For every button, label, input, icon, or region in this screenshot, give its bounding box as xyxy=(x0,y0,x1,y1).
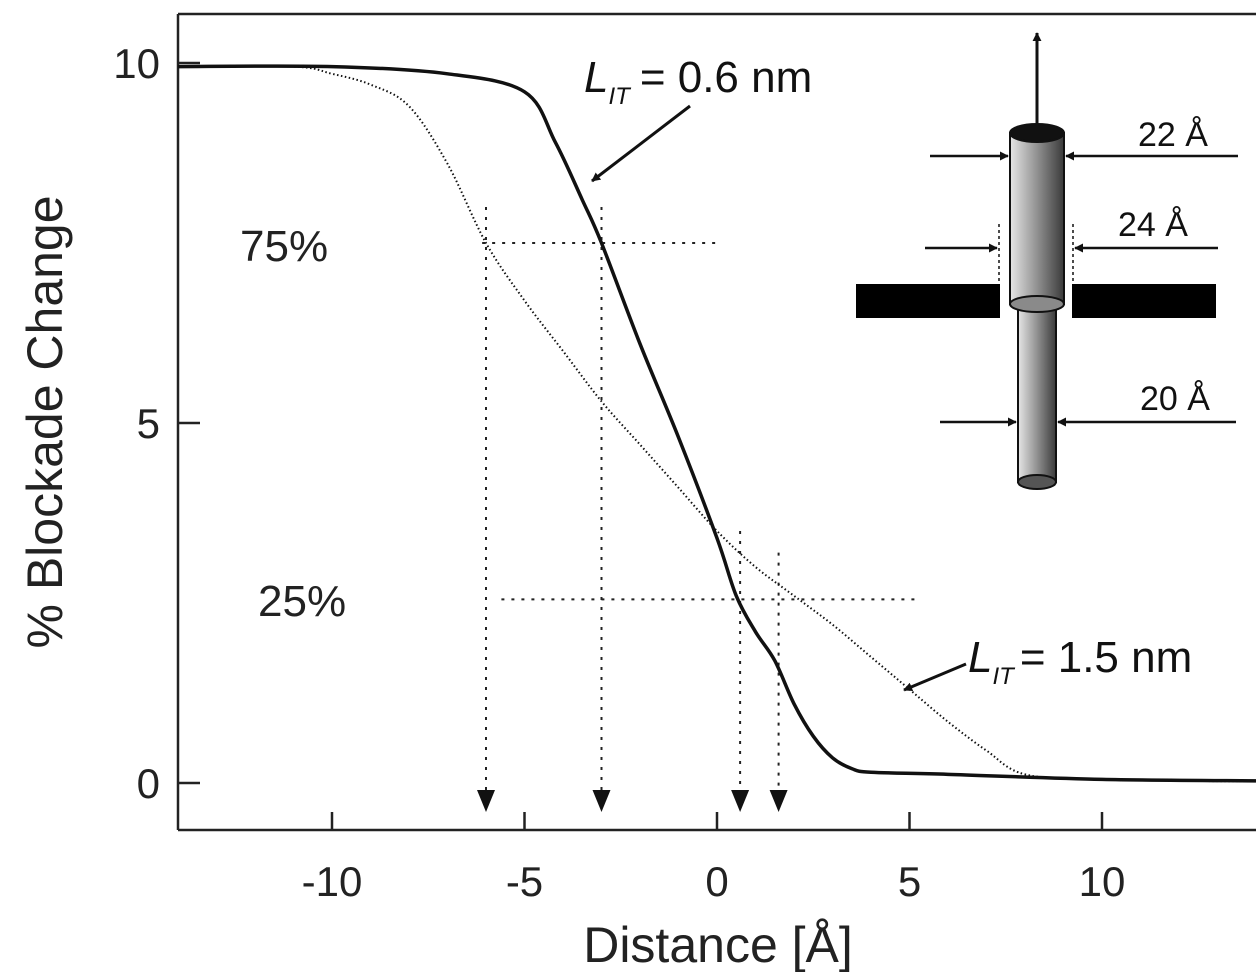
annotation-1p5nm-subscript: IT xyxy=(992,663,1016,690)
label-25-percent: 25% xyxy=(258,577,346,626)
x-axis-title: Distance [Å] xyxy=(583,917,853,972)
dim-20-label: 20 Å xyxy=(1140,380,1210,418)
membrane-left xyxy=(856,284,1000,318)
y-tick-label-0: 0 xyxy=(137,760,160,807)
cylinder-lower-cap xyxy=(1017,474,1057,490)
dim-24-label: 24 Å xyxy=(1118,206,1188,244)
cylinder-upper-bottom xyxy=(1009,295,1065,313)
annotation-0p6nm: LIT = 0.6 nm xyxy=(584,53,812,183)
annotation-1p5nm-arrow xyxy=(903,662,967,692)
x-tick-label-1: -5 xyxy=(506,858,543,905)
ref-arrowhead-1 xyxy=(592,790,611,812)
annotation-1p5nm-symbol: L xyxy=(968,633,992,682)
series-dotted-line xyxy=(177,65,1256,783)
series-solid-line xyxy=(177,64,1256,783)
label-75-percent: 75% xyxy=(240,222,328,271)
annotation-0p6nm-subscript: IT xyxy=(608,83,632,110)
svg-text:LIT= 0.6 nm: LIT = 0.6 nm xyxy=(584,53,812,110)
inset-schematic: 22 Å 24 Å 20 Å xyxy=(856,32,1238,490)
annotation-0p6nm-value: = 0.6 nm xyxy=(640,53,812,102)
annotation-1p5nm-value: = 1.5 nm xyxy=(1020,633,1192,682)
cylinder-top-cap xyxy=(1009,123,1065,143)
x-tick-label-4: 10 xyxy=(1079,858,1126,905)
ref-arrowhead-2 xyxy=(731,790,750,812)
tick-group: -10 -5 0 5 10 0 5 10 xyxy=(113,40,1125,905)
membrane-right xyxy=(1072,284,1216,318)
cylinder-lower xyxy=(1017,299,1057,483)
dim-22-label: 22 Å xyxy=(1138,116,1208,154)
annotation-1p5nm: LIT = 1.5 nm xyxy=(903,633,1192,692)
x-tick-label-2: 0 xyxy=(705,858,728,905)
series-group xyxy=(177,64,1256,783)
ref-arrowhead-3 xyxy=(769,790,788,812)
annotation-0p6nm-symbol: L xyxy=(584,53,608,102)
x-tick-label-0: -10 xyxy=(302,858,363,905)
x-tick-label-3: 5 xyxy=(898,858,921,905)
y-tick-label-1: 5 xyxy=(137,400,160,447)
svg-text:LIT= 1.5 nm: LIT = 1.5 nm xyxy=(968,633,1192,690)
annotation-0p6nm-arrow xyxy=(591,104,691,183)
reference-lines xyxy=(477,207,918,812)
y-tick-label-2: 10 xyxy=(113,40,160,87)
y-axis-title: % Blockade Change xyxy=(17,195,73,648)
cylinder-upper xyxy=(1009,132,1065,305)
ref-arrowhead-0 xyxy=(477,790,495,812)
